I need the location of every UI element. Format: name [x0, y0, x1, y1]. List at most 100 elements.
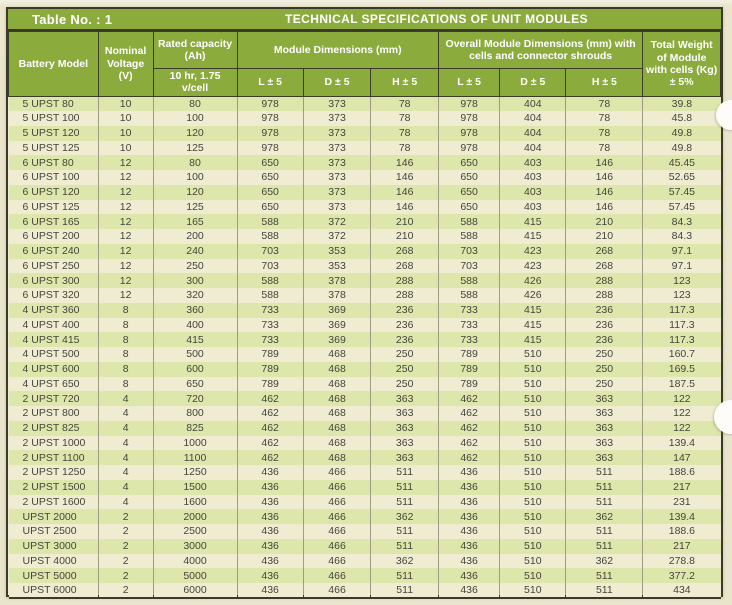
value-cell: 300 — [152, 273, 238, 288]
table-row: 4 UPST 600 8 600 789 468 250 789 510 250 169.5 — [8, 361, 721, 377]
battery-model-cell: 4 UPST 500 — [8, 347, 99, 362]
value-cell: 250 — [370, 361, 439, 377]
value-cell: 146 — [565, 199, 644, 215]
value-cell: 217 — [642, 479, 721, 495]
value-cell: 510 — [499, 538, 567, 554]
group-header-overall-dimensions: Overall Module Dimensions (mm) with cell… — [437, 31, 644, 69]
value-cell: 650 — [437, 199, 501, 215]
value-cell: 125 — [152, 140, 238, 156]
value-cell: 117.3 — [642, 302, 721, 318]
value-cell: 57.45 — [642, 184, 721, 200]
value-cell: 404 — [499, 125, 567, 141]
battery-model-cell: 4 UPST 415 — [8, 332, 99, 347]
value-cell: 436 — [236, 494, 304, 510]
value-cell: 49.8 — [642, 125, 721, 141]
value-cell: 250 — [370, 376, 439, 392]
value-cell: 462 — [236, 406, 304, 421]
value-cell: 2500 — [152, 524, 238, 539]
table-row: 5 UPST 120 10 120 978 373 78 978 404 78 49.8 — [8, 125, 721, 141]
col-header-battery-model: Battery Model — [8, 31, 99, 97]
value-cell: 415 — [152, 332, 238, 347]
value-cell: 146 — [370, 199, 439, 215]
value-cell: 789 — [236, 376, 304, 392]
value-cell: 468 — [302, 406, 372, 421]
battery-model-cell: 2 UPST 825 — [8, 420, 99, 436]
value-cell: 188.6 — [642, 465, 721, 480]
value-cell: 45.45 — [642, 155, 721, 170]
value-cell: 8 — [97, 376, 154, 392]
value-cell: 650 — [236, 184, 304, 200]
value-cell: 436 — [236, 524, 304, 539]
value-cell: 278.8 — [642, 553, 721, 569]
value-cell: 122 — [642, 391, 721, 406]
value-cell: 57.45 — [642, 199, 721, 215]
value-cell: 825 — [152, 420, 238, 436]
specifications-table: Battery Model Nominal Voltage (V) Rated … — [8, 31, 721, 599]
value-cell: 10 — [97, 125, 154, 141]
value-cell: 363 — [565, 391, 644, 406]
value-cell: 250 — [152, 258, 238, 274]
value-cell: 100 — [152, 111, 238, 126]
value-cell: 733 — [437, 317, 501, 333]
value-cell: 468 — [302, 420, 372, 436]
table-row: 2 UPST 1100 4 1100 462 468 363 462 510 363 147 — [8, 450, 721, 465]
value-cell: 462 — [437, 420, 501, 436]
value-cell: 6000 — [152, 583, 238, 599]
col-header-overall-d: D ± 5 — [499, 68, 567, 97]
value-cell: 160.7 — [642, 347, 721, 362]
value-cell: 49.8 — [642, 140, 721, 156]
value-cell: 363 — [370, 420, 439, 436]
value-cell: 510 — [499, 420, 567, 436]
value-cell: 268 — [565, 258, 644, 274]
value-cell: 466 — [302, 553, 372, 569]
value-cell: 436 — [437, 583, 501, 599]
value-cell: 650 — [236, 199, 304, 215]
value-cell: 511 — [565, 583, 644, 599]
value-cell: 466 — [302, 524, 372, 539]
value-cell: 139.4 — [642, 435, 721, 451]
value-cell: 510 — [499, 583, 567, 599]
value-cell: 588 — [236, 229, 304, 244]
value-cell: 3000 — [152, 538, 238, 554]
battery-model-cell: 4 UPST 360 — [8, 302, 99, 318]
value-cell: 462 — [437, 450, 501, 465]
value-cell: 789 — [236, 347, 304, 362]
value-cell: 415 — [499, 302, 567, 318]
value-cell: 288 — [565, 273, 644, 288]
value-cell: 703 — [437, 243, 501, 259]
value-cell: 12 — [97, 273, 154, 288]
table-row: 6 UPST 165 12 165 588 372 210 588 415 210 84.3 — [8, 214, 721, 229]
value-cell: 703 — [236, 258, 304, 274]
value-cell: 5000 — [152, 568, 238, 583]
value-cell: 363 — [565, 420, 644, 436]
value-cell: 4 — [97, 435, 154, 451]
value-cell: 8 — [97, 347, 154, 362]
value-cell: 2 — [97, 509, 154, 524]
value-cell: 210 — [370, 214, 439, 229]
value-cell: 362 — [565, 509, 644, 524]
value-cell: 250 — [565, 361, 644, 377]
battery-model-cell: UPST 3000 — [8, 538, 99, 554]
value-cell: 436 — [437, 479, 501, 495]
value-cell: 468 — [302, 347, 372, 362]
value-cell: 369 — [302, 317, 372, 333]
battery-model-cell: UPST 6000 — [8, 583, 99, 599]
value-cell: 78 — [565, 96, 644, 111]
value-cell: 436 — [236, 479, 304, 495]
value-cell: 125 — [152, 199, 238, 215]
battery-model-cell: 4 UPST 400 — [8, 317, 99, 333]
value-cell: 511 — [565, 479, 644, 495]
value-cell: 12 — [97, 229, 154, 244]
value-cell: 978 — [236, 96, 304, 111]
value-cell: 52.65 — [642, 170, 721, 185]
value-cell: 403 — [499, 184, 567, 200]
value-cell: 122 — [642, 406, 721, 421]
value-cell: 720 — [152, 391, 238, 406]
value-cell: 250 — [565, 347, 644, 362]
value-cell: 10 — [97, 96, 154, 111]
value-cell: 200 — [152, 229, 238, 244]
value-cell: 466 — [302, 509, 372, 524]
value-cell: 650 — [437, 155, 501, 170]
value-cell: 978 — [437, 96, 501, 111]
table-row: 4 UPST 650 8 650 789 468 250 789 510 250 187.5 — [8, 376, 721, 392]
